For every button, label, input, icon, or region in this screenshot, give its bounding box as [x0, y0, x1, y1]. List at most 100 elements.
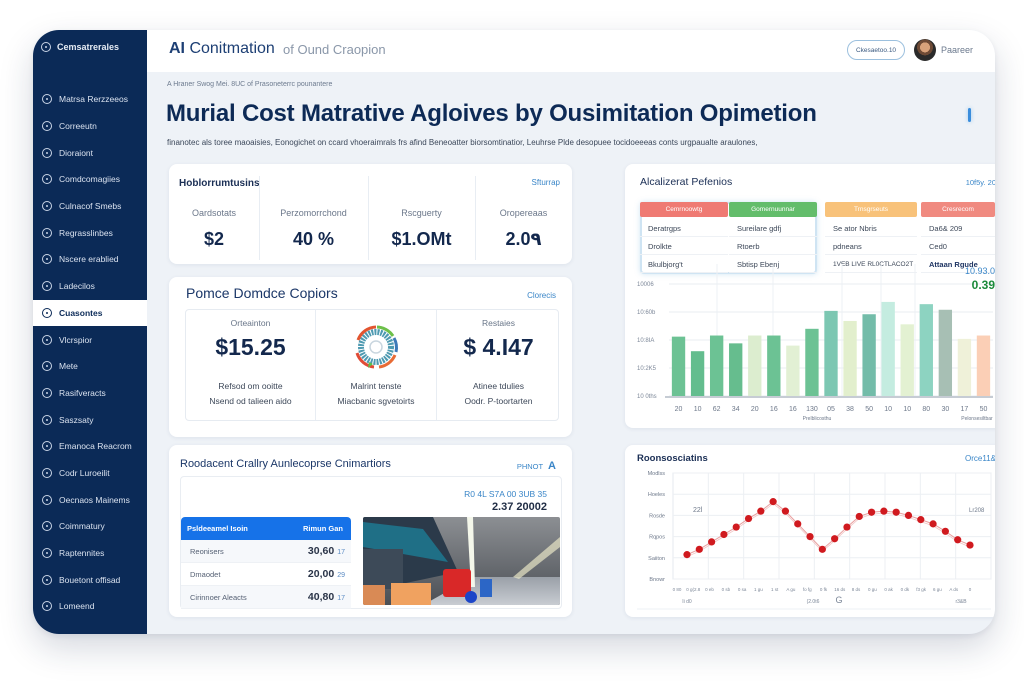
menu-circle-icon — [42, 494, 52, 505]
menu-circle-icon — [42, 467, 52, 478]
kpi-item: Oardsotats $2 — [169, 180, 259, 264]
price-middle-line1: Malrint tenste — [350, 381, 402, 391]
cost-meta-ref: R0 4L S7A 00 3UB 35 — [464, 489, 547, 499]
table-column-header[interactable]: Gomernuunnar — [729, 202, 817, 217]
data-point — [744, 514, 753, 523]
sidebar-item[interactable]: Dioraiont — [33, 139, 147, 166]
price-left-label: Orteainton — [230, 318, 271, 328]
bar — [767, 335, 781, 396]
sidebar-item[interactable]: Culnacof Smebs — [33, 193, 147, 220]
x-tick-label: 20 — [675, 406, 683, 413]
menu-circle-icon — [42, 521, 52, 532]
menu-circle-icon — [42, 227, 52, 238]
main-content: A Hraner Swog Mei. 8UC of Prasoneterrc p… — [147, 72, 995, 634]
sidebar-item[interactable]: Oecnaos Mainems — [33, 486, 147, 513]
table-column-header[interactable]: Trnsgrseuts — [825, 202, 917, 217]
sidebar-item[interactable]: Coimmatury — [33, 513, 147, 540]
sidebar-item[interactable]: Comdcomagiies — [33, 166, 147, 193]
breadcrumb[interactable]: A Hraner Swog Mei. 8UC of Prasoneterrc p… — [167, 81, 333, 88]
bar — [690, 351, 705, 396]
data-point — [904, 511, 913, 519]
series-line — [686, 500, 971, 556]
kpi-item: Perzomorrchond 40 % — [259, 180, 368, 264]
sidebar-item[interactable]: Saszsaty — [33, 406, 147, 433]
data-point — [892, 508, 900, 516]
sidebar-item[interactable]: Cuasontes — [33, 299, 147, 327]
y-tick-label: 10:8IA — [637, 338, 654, 344]
kpi-value: $2 — [203, 229, 225, 249]
line-chart-link[interactable]: Orce11& — [965, 454, 995, 463]
x-tick-label: 0 fk — [820, 587, 828, 592]
chart-annotation: 22l — [693, 507, 703, 514]
x-sub-label: G — [835, 595, 842, 605]
sidebar-item[interactable]: Regrasslinbes — [33, 219, 147, 246]
menu-circle-icon — [42, 94, 52, 105]
data-point — [831, 535, 839, 543]
table-cell: Deratrgps — [640, 220, 728, 237]
cost-table-header: Psldeeamel Isoin Rimun Gan — [181, 517, 351, 540]
sidebar-item[interactable]: Lomeend — [33, 593, 147, 620]
chart-annotation: 0.39 — [972, 278, 995, 292]
x-tick-label: 10 — [903, 406, 911, 413]
sidebar-item-label: Coimmatury — [59, 521, 105, 532]
cost-card-link[interactable]: PHNOT A — [517, 460, 556, 472]
table-group-highlight — [640, 202, 817, 274]
sidebar-item-label: Comdcomagiies — [59, 174, 120, 185]
price-right-line2: Oodr. P-toortarten — [464, 396, 533, 406]
user-name[interactable]: Paareer — [941, 45, 974, 55]
sidebar-item[interactable]: Nscere erablied — [33, 246, 147, 273]
data-point — [732, 523, 740, 531]
x-tick-label: 30 — [941, 406, 949, 413]
more-options-icon[interactable] — [968, 108, 971, 122]
sidebar-item[interactable]: Vlcrspior — [33, 326, 147, 353]
kpi-card-link[interactable]: Sfturrap — [531, 178, 560, 187]
menu-circle-icon — [42, 307, 52, 318]
table-cell: Rtoerb — [729, 238, 817, 255]
data-point — [708, 538, 716, 546]
sidebar-item[interactable]: Ladecilos — [33, 273, 147, 300]
data-point — [855, 512, 863, 521]
sidebar-item[interactable]: Raptennites — [33, 540, 147, 567]
divider — [475, 176, 476, 260]
cost-row[interactable]: Reonisers 30,60 17 — [181, 540, 351, 563]
table-cell: pdneans — [825, 238, 917, 255]
cost-row[interactable]: Dmaodet 20,00 29 — [181, 563, 351, 586]
bar — [843, 320, 857, 396]
price-card-link[interactable]: Clorecis — [527, 291, 556, 300]
analysis-card-link[interactable]: 10f5y. 20 — [965, 178, 995, 187]
table-cell: Bkulbjorg't — [640, 256, 728, 273]
cost-row[interactable]: Cirinnoer Aleacts 40,80 17 — [181, 586, 351, 609]
sidebar-item[interactable]: Mete — [33, 353, 147, 380]
menu-circle-icon — [42, 281, 52, 292]
price-panel: Orteainton $15.25 Refsod om ooitte Nsend… — [185, 309, 559, 421]
x-tick-label: 130 — [806, 406, 818, 413]
cost-row-amount: 30,60 — [307, 545, 335, 557]
avatar[interactable] — [914, 39, 936, 61]
sidebar-brand[interactable]: Cemsatrerales — [41, 42, 119, 52]
x-tick-label: 0 sa — [738, 587, 747, 592]
cost-table: Psldeeamel Isoin Rimun Gan Reonisers 30,6… — [181, 517, 351, 609]
top-bar: AI Conitmation of Ound Craopion Ckesaeto… — [147, 30, 995, 72]
header-pill-button[interactable]: Ckesaetoo.10 — [847, 40, 905, 60]
sidebar-item[interactable]: Matrsa Rerzzeeos — [33, 86, 147, 113]
data-point — [757, 507, 765, 515]
sidebar-item[interactable]: Emanoca Reacrom — [33, 433, 147, 460]
kpi-card-title: Hoblorrumtusins — [179, 178, 260, 189]
sidebar-item-label: Oecnaos Mainems — [59, 494, 130, 505]
table-column-header[interactable]: Cresrecom — [921, 202, 995, 217]
sidebar-item[interactable]: Bouetont offisad — [33, 566, 147, 593]
table-column-header[interactable]: Cemrnoowtg — [640, 202, 728, 217]
kpi-label: Rscguerty — [401, 208, 442, 218]
app-window: Cemsatrerales Matrsa Rerzzeeos Correeutn D… — [33, 30, 995, 634]
sidebar: Cemsatrerales Matrsa Rerzzeeos Correeutn D… — [33, 30, 147, 634]
bar — [805, 328, 819, 396]
cost-link-icon: A — [548, 460, 556, 472]
menu-circle-icon — [42, 414, 52, 425]
table-cell: 1VEB LIVE RL0CTLACO2T — [825, 256, 917, 273]
price-right: Restaies $ 4.I47 Atinee tdulies Oodr. P-… — [437, 310, 560, 420]
sidebar-item[interactable]: Codr Luroeilit — [33, 460, 147, 487]
data-point — [843, 523, 851, 531]
table-cell: Attaan Rgude — [921, 256, 995, 273]
sidebar-item[interactable]: Correeutn — [33, 113, 147, 140]
sidebar-item[interactable]: Rasifveracts — [33, 380, 147, 407]
